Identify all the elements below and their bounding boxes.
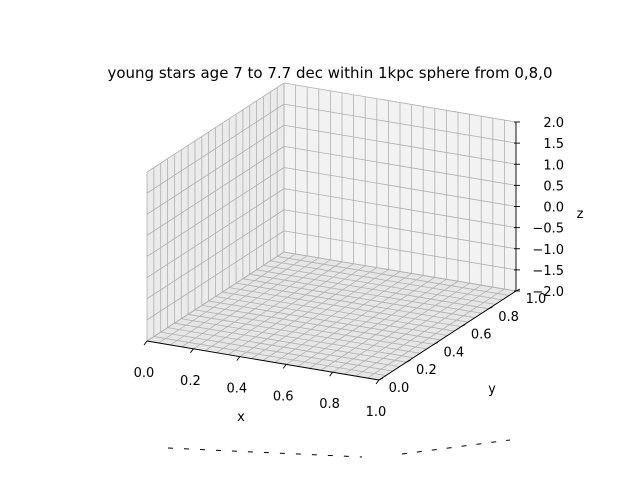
grid-line-z-left (146, 209, 285, 300)
grid-line-y-floor (270, 260, 503, 301)
grid-line-y-floor (235, 282, 469, 323)
axis-panes (147, 83, 516, 380)
grid-line-z-left (146, 167, 285, 257)
x-tick (190, 348, 194, 354)
y-tick-label: 0.2 (416, 363, 437, 378)
bottom-dash-marks-right (401, 439, 511, 455)
y-axis-label: y (488, 382, 496, 397)
z-tick-label: −1.0 (532, 243, 564, 258)
grid-line-y-floor (208, 300, 441, 341)
grid-line-z-back (283, 209, 517, 250)
grid-line-z-back (283, 124, 517, 165)
grid-line-y-floor (249, 273, 482, 314)
grid-line-z-left (146, 251, 285, 342)
grid-line-z-back (283, 230, 517, 271)
grid-line-y-floor (167, 327, 400, 368)
y-tick (378, 377, 384, 381)
x-tick-label: 0.2 (180, 374, 201, 389)
z-tick-label: 0.0 (543, 201, 564, 216)
grid-line-y-floor (277, 256, 510, 296)
grid-line-z-back (283, 251, 517, 292)
grid-line-z-back (283, 167, 517, 207)
grid-line-z-left (146, 230, 285, 321)
y-tick (406, 359, 411, 363)
z-tick-label: 2.0 (543, 116, 564, 131)
z-tick-label: 1.0 (543, 158, 564, 173)
z-tick-label: 1.5 (543, 137, 564, 152)
grid-line-z-left (146, 124, 285, 215)
x-tick-label: 0.8 (319, 397, 340, 412)
grid-line-z-left (146, 188, 285, 278)
grid-line-y-floor (229, 287, 462, 327)
grid-line-y-floor (215, 296, 448, 336)
x-axis-label: x (237, 410, 245, 425)
bottom-dash-marks-left (167, 447, 363, 458)
z-tick-label: 0.5 (543, 179, 564, 194)
z-tick-label: −1.5 (532, 264, 564, 279)
x-tick (375, 379, 380, 385)
grid-line-z-back (283, 82, 517, 123)
y-tick-label: 1.0 (526, 292, 547, 307)
grid-line-y-floor (160, 331, 393, 372)
tick-marks (143, 121, 521, 385)
grid-line-y-floor (188, 313, 421, 354)
grid-line-y-floor (256, 269, 489, 310)
axis-artifacts (167, 439, 511, 458)
grid-line-z-left (146, 146, 285, 236)
x-tick (329, 371, 333, 377)
x-tick-label: 0.6 (273, 389, 294, 404)
grid-line-y-floor (201, 305, 434, 345)
x-tick (282, 364, 287, 369)
y-tick (460, 324, 466, 328)
tick-labels: 0.00.20.40.60.81.00.00.20.40.60.81.0−2.0… (134, 116, 564, 420)
x-tick (143, 340, 148, 346)
x-axis-line (146, 340, 380, 381)
y-tick (488, 306, 493, 310)
y-tick-label: 0.4 (443, 345, 464, 360)
y-tick-label: 0.6 (471, 328, 492, 343)
y-axis-line (378, 290, 517, 381)
grid-line-z-back (283, 188, 517, 229)
x-tick-label: 0.4 (226, 382, 247, 397)
grid-line-z-left (146, 103, 285, 194)
grid-line-z-left (146, 82, 285, 173)
x-tick (236, 356, 241, 361)
z-axis-label: z (577, 207, 584, 222)
grid-line-y-floor (263, 264, 496, 305)
z-tick-label: −2.0 (532, 285, 564, 300)
grid-line-z-back (283, 103, 517, 144)
grid-line-y-floor (222, 291, 455, 332)
grid-line-y-floor (181, 318, 414, 359)
y-tick (433, 341, 439, 345)
grid-line-y-floor (242, 278, 475, 319)
grid-line-y-floor (174, 322, 407, 363)
axis-labels: x y z (237, 207, 583, 425)
x-tick-label: 0.0 (134, 366, 155, 381)
chart-title: young stars age 7 to 7.7 dec within 1kpc… (107, 64, 553, 82)
grid-lines (146, 82, 517, 381)
y-tick-label: 0.0 (389, 381, 410, 396)
grid-line-z-back (283, 145, 517, 186)
grid-line-y-floor (153, 336, 386, 376)
grid-line-y-floor (194, 309, 428, 350)
x-tick-label: 1.0 (366, 405, 387, 420)
y-tick-label: 0.8 (498, 310, 519, 325)
z-tick-label: −0.5 (532, 222, 564, 237)
